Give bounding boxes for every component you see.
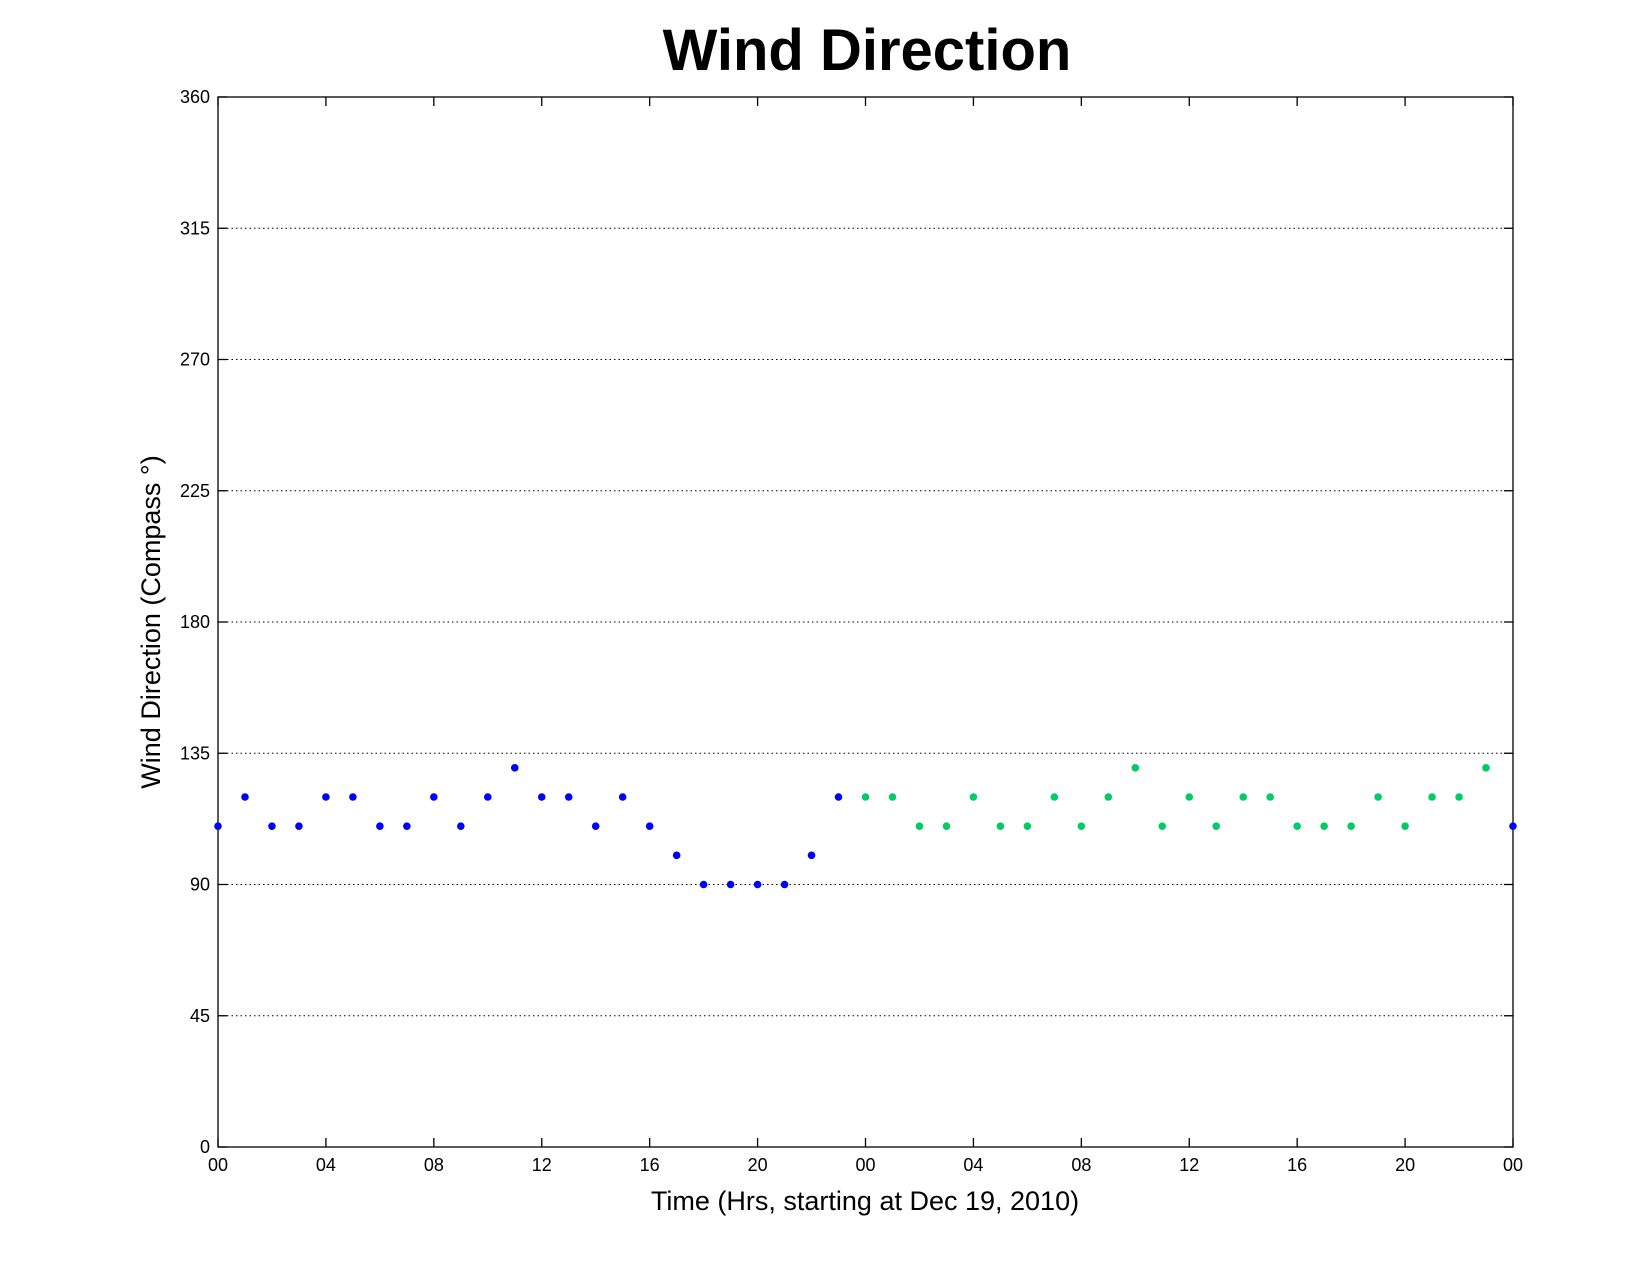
chart-title: Wind Direction	[663, 18, 1072, 83]
y-tick-label: 90	[190, 875, 210, 895]
data-point-series-2	[1428, 793, 1436, 801]
x-tick-label: 16	[640, 1155, 660, 1175]
y-axis: 0 45 90 135 180 225 270 315 360	[180, 87, 1513, 1157]
data-point-series-1	[241, 793, 249, 801]
data-point-series-2	[1077, 822, 1086, 830]
x-tick-label: 08	[1071, 1155, 1091, 1175]
data-point-series-1	[807, 851, 816, 860]
x-tick-label: 04	[316, 1155, 336, 1175]
data-point-series-1	[295, 822, 303, 830]
x-tick-label: 20	[748, 1155, 768, 1175]
data-point-series-2	[888, 793, 897, 801]
data-point-series-2	[1347, 822, 1355, 830]
y-tick-label: 315	[180, 218, 210, 238]
data-point-series-1	[672, 851, 681, 860]
data-point-series-1	[376, 822, 384, 830]
data-point-series-1	[214, 822, 222, 830]
data-point-series-2	[1023, 822, 1032, 830]
data-point-series-1	[403, 822, 411, 830]
data-point-series-1	[349, 793, 357, 801]
data-point-series-2	[1239, 793, 1248, 801]
data-point-series-1	[834, 793, 843, 801]
data-point-series-2	[1185, 793, 1194, 801]
y-tick-label: 360	[180, 87, 210, 107]
data-point-series-1	[457, 822, 465, 830]
y-axis-title: Wind Direction (Compass °)	[136, 455, 166, 788]
x-tick-label: 08	[424, 1155, 444, 1175]
x-tick-label: 20	[1395, 1155, 1415, 1175]
data-point-series-1	[726, 880, 735, 889]
data-point-series-2	[1455, 793, 1463, 801]
data-point-series-1	[645, 822, 654, 830]
data-point-series-1	[1509, 822, 1517, 830]
data-point-series-2	[1131, 764, 1140, 772]
data-point-series-2	[1050, 793, 1059, 801]
data-point-series-2	[915, 822, 924, 830]
data-point-series-2	[1158, 822, 1167, 830]
grid-lines	[218, 227, 1513, 1017]
data-point-series-2	[1104, 793, 1113, 801]
data-point-series-2	[996, 822, 1005, 830]
x-tick-label: 12	[532, 1155, 552, 1175]
data-point-series-1	[483, 793, 492, 801]
data-point-series-1	[510, 764, 519, 772]
data-point-series-1	[537, 793, 546, 801]
y-tick-label: 180	[180, 612, 210, 632]
data-point-series-1	[699, 880, 708, 889]
x-tick-label: 00	[208, 1155, 228, 1175]
data-point-series-1	[564, 793, 573, 801]
x-tick-label: 00	[1503, 1155, 1523, 1175]
y-tick-label: 135	[180, 743, 210, 763]
data-point-series-1	[780, 880, 789, 889]
y-tick-label: 0	[200, 1137, 210, 1157]
x-tick-label: 00	[855, 1155, 875, 1175]
x-tick-label: 04	[963, 1155, 983, 1175]
data-point-series-1	[618, 793, 627, 801]
data-point-series-2	[861, 793, 870, 801]
x-axis: 00 04 08 12 16 20 00 04 08 12 16 20 00	[208, 97, 1523, 1175]
data-point-series-2	[1401, 822, 1409, 830]
data-point-series-2	[1374, 793, 1382, 801]
data-point-series-2	[942, 822, 951, 830]
data-point-series-1	[268, 822, 276, 830]
data-point-series-2	[1320, 822, 1328, 830]
data-point-series-2	[1482, 764, 1490, 772]
data-point-series-2	[1293, 822, 1301, 830]
data-point-series-2	[969, 793, 978, 801]
data-point-series-1	[430, 793, 438, 801]
x-tick-label: 16	[1287, 1155, 1307, 1175]
x-tick-label: 12	[1179, 1155, 1199, 1175]
data-points	[214, 764, 1517, 889]
data-point-series-1	[753, 880, 762, 889]
data-point-series-2	[1266, 793, 1274, 801]
data-point-series-1	[591, 822, 600, 830]
y-tick-label: 270	[180, 350, 210, 370]
y-tick-label: 45	[190, 1006, 210, 1026]
y-tick-label: 225	[180, 481, 210, 501]
data-point-series-2	[1212, 822, 1221, 830]
data-point-series-1	[322, 793, 330, 801]
x-axis-title: Time (Hrs, starting at Dec 19, 2010)	[651, 1186, 1079, 1216]
